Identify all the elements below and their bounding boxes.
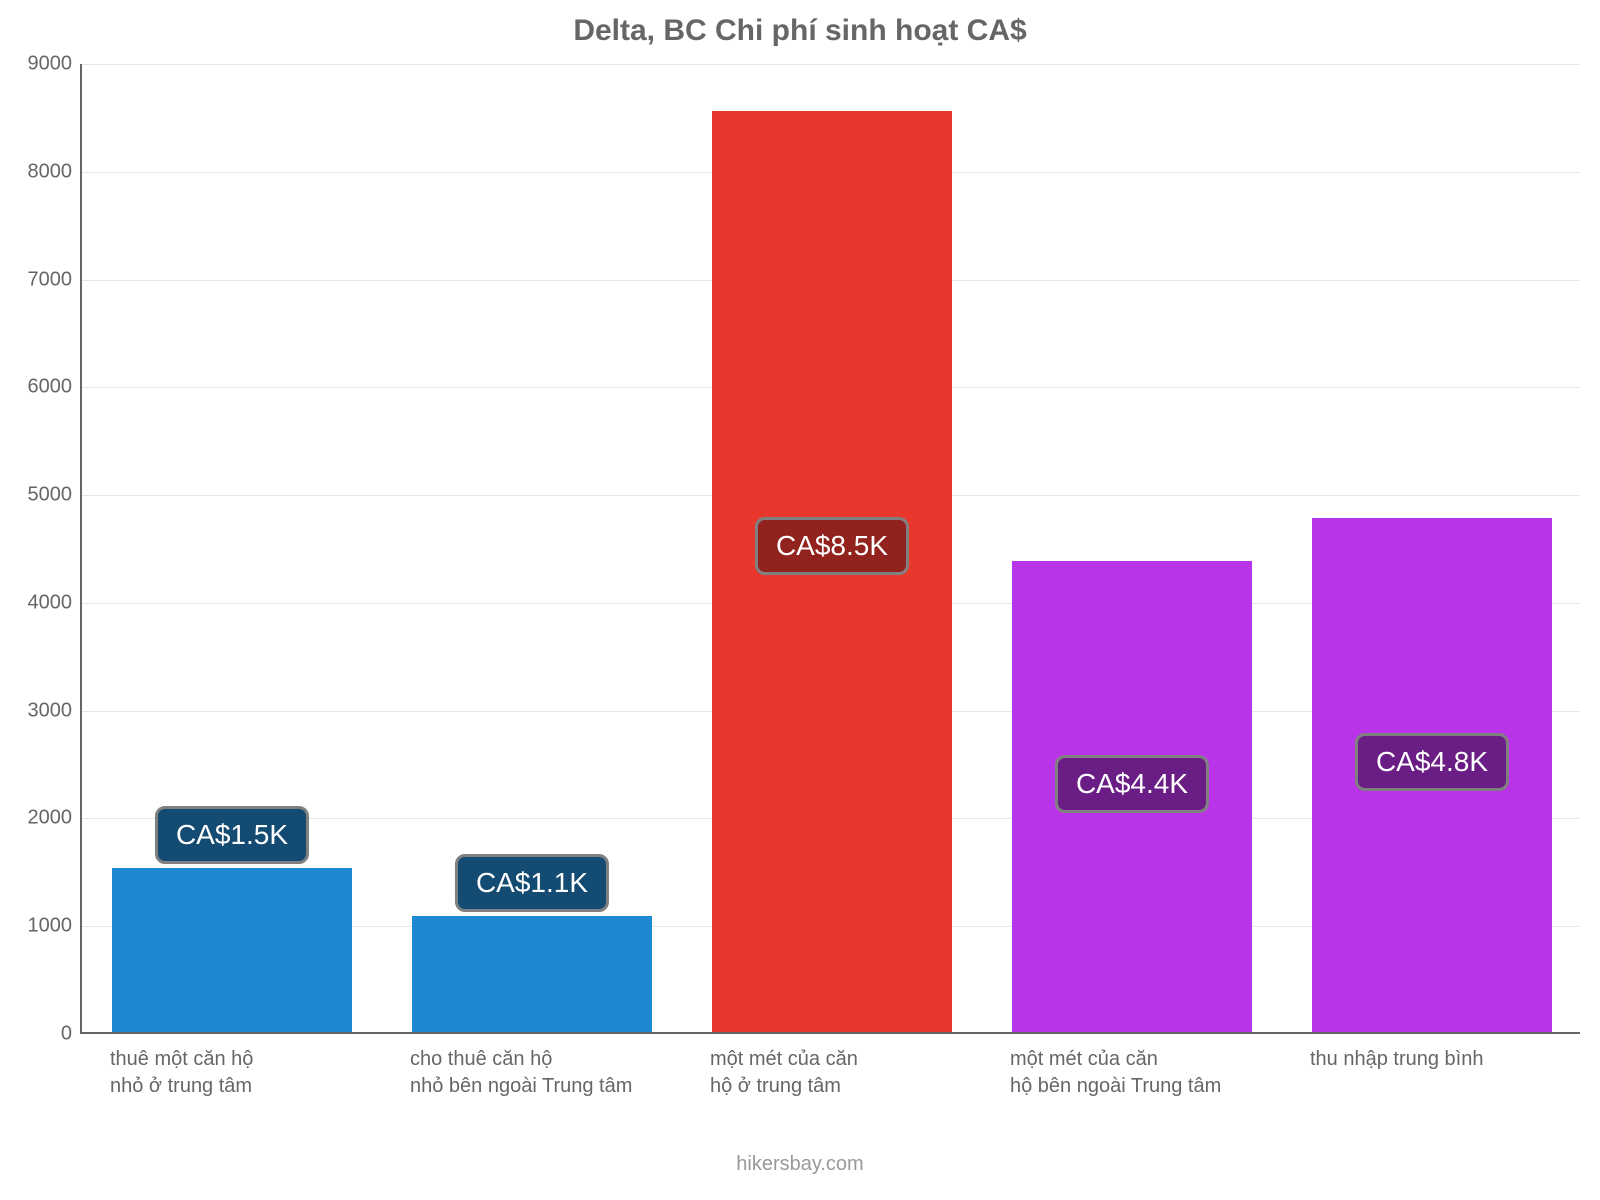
y-tick-label: 7000 — [12, 268, 72, 291]
plot-area: CA$1.5K CA$1.1K CA$8.5K CA$4.4K CA$4.8K — [80, 64, 1580, 1034]
bar-value-label: CA$4.8K — [1355, 733, 1509, 791]
bar-value-label: CA$1.5K — [155, 806, 309, 864]
y-tick-label: 8000 — [12, 160, 72, 183]
x-tick-label: cho thuê căn hộnhỏ bên ngoài Trung tâm — [410, 1046, 670, 1100]
x-tick-label: thu nhập trung bình — [1310, 1046, 1570, 1073]
y-tick-label: 5000 — [12, 484, 72, 507]
chart-title: Delta, BC Chi phí sinh hoạt CA$ — [0, 14, 1600, 48]
bar — [412, 916, 652, 1032]
y-tick-label: 0 — [12, 1023, 72, 1046]
bar — [112, 868, 352, 1032]
bar-value-label: CA$8.5K — [755, 517, 909, 575]
x-tick-label: thuê một căn hộnhỏ ở trung tâm — [110, 1046, 370, 1100]
cost-of-living-chart: Delta, BC Chi phí sinh hoạt CA$ CA$1.5KC… — [0, 0, 1600, 1200]
attribution-text: hikersbay.com — [0, 1153, 1600, 1176]
x-tick-label: một mét của cănhộ bên ngoài Trung tâm — [1010, 1046, 1270, 1100]
y-tick-label: 6000 — [12, 376, 72, 399]
y-tick-label: 9000 — [12, 53, 72, 76]
y-tick-label: 2000 — [12, 807, 72, 830]
y-tick-label: 1000 — [12, 915, 72, 938]
y-tick-label: 3000 — [12, 699, 72, 722]
x-tick-label: một mét của cănhộ ở trung tâm — [710, 1046, 970, 1100]
bar-value-label: CA$4.4K — [1055, 755, 1209, 813]
y-tick-label: 4000 — [12, 591, 72, 614]
gridline — [82, 64, 1580, 65]
bar-value-label: CA$1.1K — [455, 854, 609, 912]
